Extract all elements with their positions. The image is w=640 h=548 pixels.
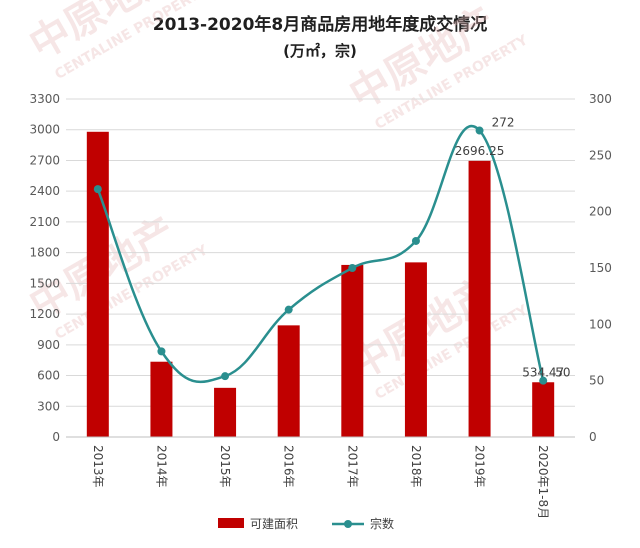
bar [86,131,109,437]
line-series [93,125,548,385]
line-point [539,376,548,385]
line-data-label: 50 [555,366,570,380]
y-left-tick-label: 600 [37,369,60,383]
y-right-tick-label: 250 [589,148,612,162]
chart-title: 2013-2020年8月商品房用地年度成交情况 [152,15,488,35]
y-left-tick-label: 3300 [29,92,60,106]
bar-data-label: 534.47 [522,365,564,379]
y-right-tick-label: 0 [589,430,597,444]
line-point [93,185,102,194]
x-tick-label: 2018年 [409,445,423,488]
bar-data-label: 2696.25 [455,144,505,158]
x-tick-label: 2019年 [473,445,487,488]
bar [214,387,237,437]
line-data-label: 272 [492,116,515,130]
x-tick-label: 2013年 [91,445,105,488]
x-tick-label: 2014年 [154,445,168,488]
bar [468,160,491,438]
y-left-tick-label: 2700 [29,153,60,167]
bar [341,264,364,437]
bar [404,262,427,437]
x-tick-label: 2016年 [282,445,296,488]
legend: 可建面积 宗数 [218,516,394,531]
bar [532,382,555,437]
y-left-tick-label: 3000 [29,123,60,137]
y-right-tick-label: 200 [589,205,612,219]
x-tick-label: 2017年 [345,445,359,488]
y-left-tick-label: 1200 [29,307,60,321]
y-left-tick-label: 900 [37,338,60,352]
y-left-tick-label: 2100 [29,215,60,229]
y-left-tick-label: 1800 [29,246,60,260]
x-tick-label: 2020年1-8月 [536,445,550,519]
line-point [157,347,166,356]
chart-subtitle-unit: (万㎡，宗) [283,42,357,60]
data-labels: 2696.25 534.47 272 50 [455,116,571,380]
line-point [475,126,484,135]
legend-bar-swatch [218,518,244,528]
legend-line-label: 宗数 [370,516,394,531]
bar [277,325,300,437]
line-point [284,305,293,314]
line-point [221,372,230,381]
bar [150,361,173,437]
legend-bar-label: 可建面积 [250,517,298,531]
y-right-tick-label: 300 [589,92,612,106]
axes: 0300600900120015001800210024002700300033… [29,92,611,519]
y-left-tick-label: 300 [37,399,60,413]
y-right-tick-label: 50 [589,374,604,388]
line-point [411,236,420,245]
y-left-tick-label: 0 [52,430,60,444]
y-right-tick-label: 150 [589,261,612,275]
line-point [348,264,357,272]
y-left-tick-label: 2400 [29,184,60,198]
y-left-tick-label: 1500 [29,276,60,290]
x-tick-label: 2015年 [218,445,232,488]
legend-line-marker [344,520,352,528]
y-right-tick-label: 100 [589,317,612,331]
